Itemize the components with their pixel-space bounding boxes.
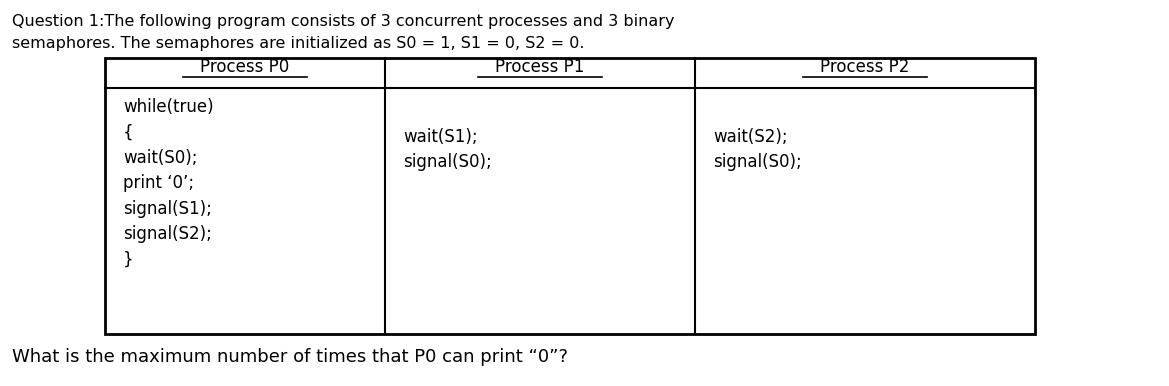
Text: {: { bbox=[123, 124, 133, 142]
Text: signal(S2);: signal(S2); bbox=[123, 225, 212, 244]
Text: wait(S2);: wait(S2); bbox=[713, 128, 788, 146]
Text: signal(S1);: signal(S1); bbox=[123, 200, 212, 218]
Text: semaphores. The semaphores are initialized as S0 = 1, S1 = 0, S2 = 0.: semaphores. The semaphores are initializ… bbox=[12, 36, 584, 51]
Text: Process P0: Process P0 bbox=[200, 58, 290, 76]
Text: wait(S0);: wait(S0); bbox=[123, 149, 198, 167]
Text: Process P1: Process P1 bbox=[496, 58, 584, 76]
Text: Process P2: Process P2 bbox=[821, 58, 909, 76]
Text: wait(S1);: wait(S1); bbox=[403, 128, 478, 146]
Text: while(true): while(true) bbox=[123, 98, 214, 116]
Text: signal(S0);: signal(S0); bbox=[403, 154, 492, 171]
Text: print ‘0’;: print ‘0’; bbox=[123, 174, 194, 193]
Text: signal(S0);: signal(S0); bbox=[713, 154, 802, 171]
Text: What is the maximum number of times that P0 can print “0”?: What is the maximum number of times that… bbox=[12, 348, 568, 366]
Text: Question 1:The following program consists of 3 concurrent processes and 3 binary: Question 1:The following program consist… bbox=[12, 14, 675, 29]
Text: }: } bbox=[123, 251, 133, 269]
